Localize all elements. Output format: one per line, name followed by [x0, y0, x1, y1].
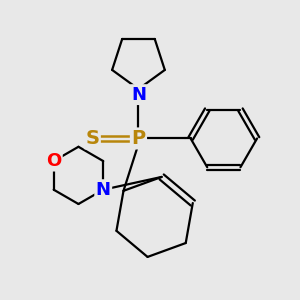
- Text: N: N: [131, 85, 146, 103]
- Text: N: N: [96, 181, 111, 199]
- Text: S: S: [85, 129, 99, 148]
- Text: P: P: [131, 129, 146, 148]
- Text: O: O: [46, 152, 61, 170]
